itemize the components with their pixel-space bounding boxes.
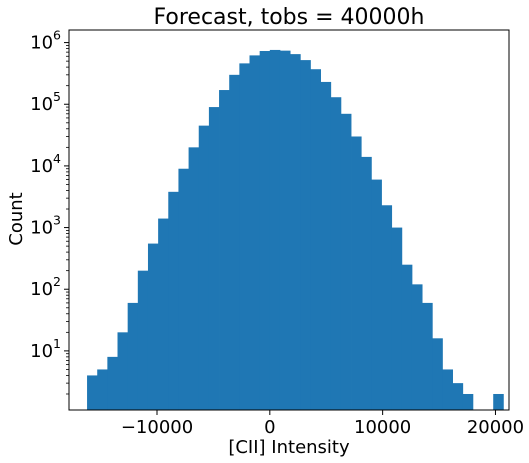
histogram-bar xyxy=(198,125,210,410)
plot-frame xyxy=(68,29,510,411)
y-tick-label: 105 xyxy=(30,89,61,115)
y-tick-label: 104 xyxy=(30,151,61,177)
histogram-bar xyxy=(269,49,281,410)
x-tick-label: 10000 xyxy=(354,417,411,438)
histogram-bar xyxy=(371,179,382,410)
histogram-bar xyxy=(279,50,291,411)
histogram-bar xyxy=(432,338,443,410)
x-tick-label: 0 xyxy=(264,417,275,438)
y-tick-label: 103 xyxy=(30,213,61,239)
histogram-bar xyxy=(391,227,403,410)
y-tick-label: 101 xyxy=(30,336,61,362)
histogram-bar xyxy=(229,74,240,410)
histogram-bar xyxy=(219,90,230,410)
histogram-bar xyxy=(259,51,271,410)
histogram-bar xyxy=(340,113,352,411)
histogram-bar xyxy=(208,107,220,410)
histogram-bar xyxy=(442,369,453,410)
x-tick-label: 20000 xyxy=(467,417,524,438)
histogram-bar xyxy=(422,302,433,410)
y-axis-label: Count xyxy=(6,192,27,245)
histogram-bar xyxy=(87,375,98,410)
histogram-bar xyxy=(330,97,342,410)
histogram-bars xyxy=(87,49,504,411)
histogram-bar xyxy=(168,191,179,410)
histogram-bar xyxy=(462,393,474,410)
histogram-bar xyxy=(97,369,108,410)
histogram-bar xyxy=(127,302,139,410)
x-axis-label: [CII] Intensity xyxy=(228,437,350,458)
histogram-bar xyxy=(351,136,362,411)
histogram-bar xyxy=(188,147,200,410)
x-tick-label: −10000 xyxy=(121,417,193,438)
histogram-bar xyxy=(239,63,250,410)
histogram-bar xyxy=(381,205,393,410)
chart-title: Forecast, tobs = 40000h xyxy=(154,5,425,30)
histogram-bar xyxy=(117,332,129,410)
x-axis-ticks: −10000 0 10000 20000 xyxy=(121,410,524,438)
y-tick-label: 106 xyxy=(30,28,61,54)
histogram-bar xyxy=(107,356,118,410)
histogram-bar xyxy=(411,284,423,410)
histogram-bar xyxy=(290,54,301,411)
histogram-bar xyxy=(178,168,189,410)
histogram-bar xyxy=(401,264,413,410)
histogram-bar xyxy=(320,81,332,410)
axes-frame xyxy=(68,29,510,411)
histogram-bar xyxy=(158,218,169,410)
histogram-bar xyxy=(310,69,321,411)
histogram-bar xyxy=(361,156,372,410)
histogram-bar xyxy=(147,243,159,410)
y-tick-label: 102 xyxy=(30,274,61,300)
histogram-bar xyxy=(249,55,261,410)
y-axis-ticks: 101 102 103 104 105 106 xyxy=(30,28,69,395)
histogram-bar xyxy=(493,393,504,410)
histogram-bar xyxy=(452,383,464,410)
histogram-bar xyxy=(137,270,149,410)
histogram-bar xyxy=(300,60,311,410)
